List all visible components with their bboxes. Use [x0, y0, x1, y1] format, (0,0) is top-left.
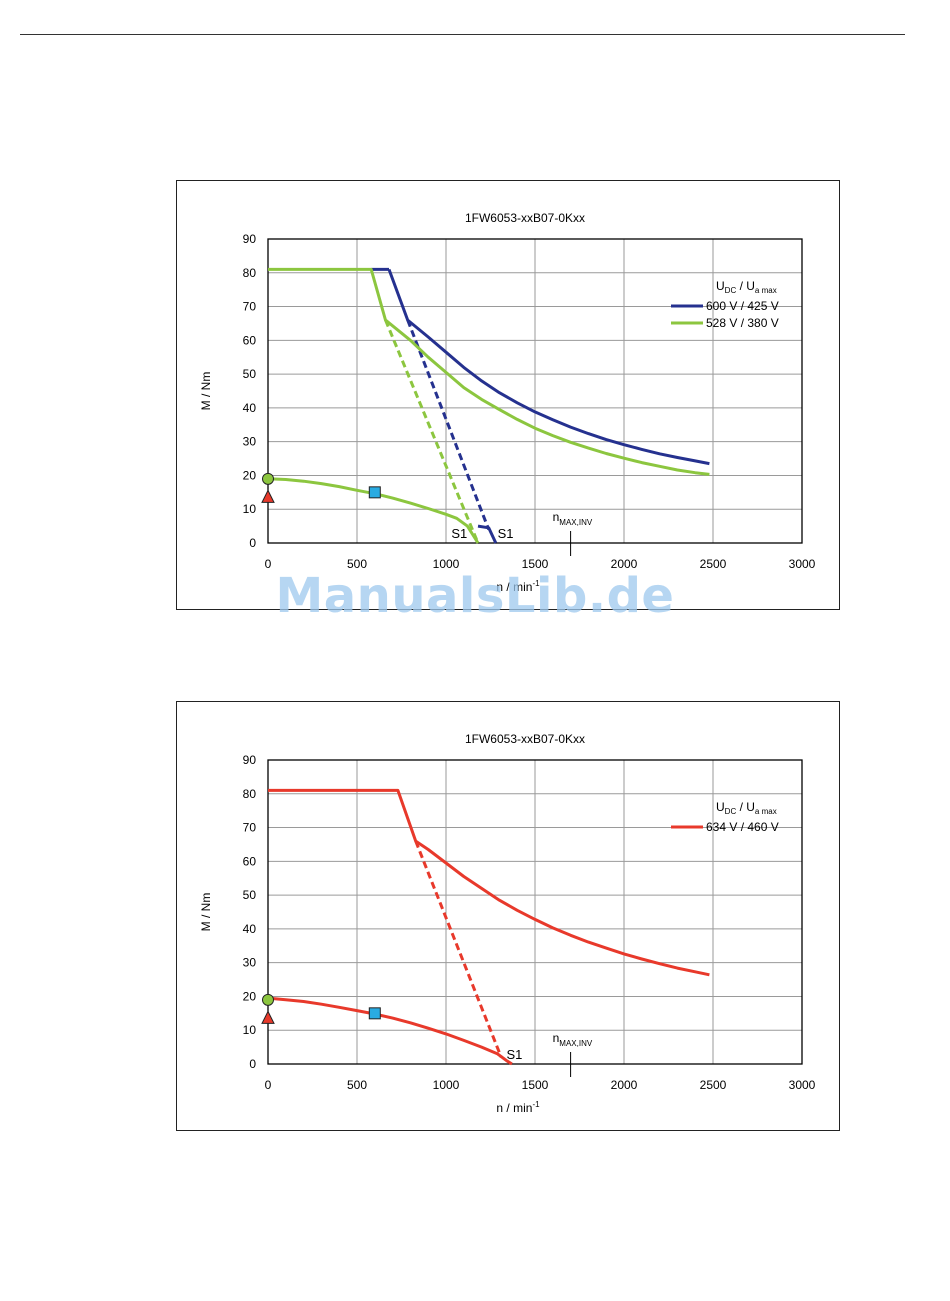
- series-0-line-3: [477, 524, 498, 544]
- annotation-s1-0: S1: [451, 526, 467, 541]
- series-0-line-0: [268, 788, 710, 977]
- chart1-plot-frame: [267, 238, 803, 544]
- y-tick-label-30: 30: [243, 435, 257, 449]
- nmax-inv-label: nMAX,INV: [553, 1031, 593, 1048]
- x-tick-label-1000: 1000: [433, 1078, 460, 1092]
- nmax-inv-label: nMAX,INV: [553, 510, 593, 527]
- series-1-line-2: [267, 477, 480, 544]
- marker-triangle: [261, 1010, 275, 1024]
- x-tick-label-500: 500: [347, 557, 367, 571]
- x-tick-label-3000: 3000: [789, 1078, 816, 1092]
- torque-speed-chart-2: 1FW6053-xxB07-0Kxx 0 10 20 30 40 50 60 70 80 90 0 50…: [176, 701, 840, 1131]
- x-tick-label-3000: 3000: [789, 557, 816, 571]
- y-tick-label-90: 90: [243, 232, 257, 246]
- nmax-inv-label-subscript: MAX,INV: [559, 1039, 593, 1048]
- chart2-title: 1FW6053-xxB07-0Kxx: [465, 732, 585, 746]
- chart2-plot-frame: [267, 759, 803, 1065]
- series-0-line-2-dashed: [406, 319, 491, 531]
- y-tick-label-80: 80: [243, 266, 257, 280]
- y-tick-label-10: 10: [243, 502, 257, 516]
- legend-header-part-1: DC: [725, 286, 737, 295]
- legend-header-part-0: U: [716, 800, 725, 814]
- marker-circle: [262, 472, 274, 485]
- y-tick-label-60: 60: [243, 854, 257, 868]
- legend-header-part-4: a max: [755, 807, 777, 816]
- series-0: [371, 267, 710, 544]
- x-axis-label-exponent: -1: [532, 1100, 540, 1109]
- chart1-title: 1FW6053-xxB07-0Kxx: [465, 211, 585, 225]
- torque-speed-chart-1: 1FW6053-xxB07-0Kxx 0 10 20 30 40 50 60 70 80 90 0 50…: [176, 180, 840, 610]
- legend-header: UDC / Ua max: [716, 800, 777, 816]
- top-rule: [20, 34, 905, 35]
- x-axis-label-exponent: -1: [532, 579, 540, 588]
- series-0-line-2: [267, 996, 513, 1066]
- annotation-s1-0: S1: [507, 1047, 523, 1062]
- x-tick-label-0: 0: [265, 557, 272, 571]
- legend-header-part-2: /: [736, 279, 746, 293]
- y-tick-label-10: 10: [243, 1023, 257, 1037]
- x-tick-label-2500: 2500: [700, 557, 727, 571]
- legend-header: UDC / Ua max: [716, 279, 777, 295]
- y-tick-label-50: 50: [243, 367, 257, 381]
- y-tick-label-0: 0: [249, 1057, 256, 1071]
- marker-square: [368, 486, 381, 499]
- legend-header-part-2: /: [736, 800, 746, 814]
- x-tick-label-2500: 2500: [700, 1078, 727, 1092]
- x-tick-label-1500: 1500: [522, 557, 549, 571]
- y-axis-label: M / Nm: [199, 893, 213, 932]
- y-tick-label-30: 30: [243, 956, 257, 970]
- legend-header-part-0: U: [716, 279, 725, 293]
- y-tick-label-20: 20: [243, 468, 257, 482]
- legend-header-part-3: U: [746, 800, 755, 814]
- legend-label-0: 600 V / 425 V: [706, 299, 779, 313]
- series-1-line-0: [268, 267, 710, 476]
- x-tick-label-2000: 2000: [611, 1078, 638, 1092]
- x-axis-label: n / min-1: [496, 579, 540, 594]
- x-tick-label-0: 0: [265, 1078, 272, 1092]
- y-tick-label-20: 20: [243, 989, 257, 1003]
- x-tick-label-1500: 1500: [522, 1078, 549, 1092]
- x-tick-label-2000: 2000: [611, 557, 638, 571]
- x-tick-label-500: 500: [347, 1078, 367, 1092]
- x-tick-label-1000: 1000: [433, 557, 460, 571]
- y-axis-label: M / Nm: [199, 372, 213, 411]
- legend-label-1: 528 V / 380 V: [706, 316, 779, 330]
- y-tick-label-50: 50: [243, 888, 257, 902]
- chart-svg-1: 1FW6053-xxB07-0Kxx 0 10 20 30 40 50 60 70 80 90 0 50…: [199, 211, 816, 594]
- y-tick-label-70: 70: [243, 821, 257, 835]
- marker-square: [368, 1007, 381, 1020]
- annotation-s1-1: S1: [498, 526, 514, 541]
- y-tick-label-80: 80: [243, 787, 257, 801]
- marker-circle: [262, 993, 274, 1006]
- y-tick-label-40: 40: [243, 401, 257, 415]
- legend-label-0: 634 V / 460 V: [706, 820, 779, 834]
- y-tick-label-60: 60: [243, 333, 257, 347]
- x-axis-label: n / min-1: [496, 1100, 540, 1115]
- series-0: [267, 788, 710, 1066]
- y-tick-label-40: 40: [243, 922, 257, 936]
- legend-header-part-3: U: [746, 279, 755, 293]
- series-1-line-1-dashed: [384, 319, 480, 544]
- legend-header-part-1: DC: [725, 807, 737, 816]
- series-0-line-0: [387, 268, 710, 466]
- legend-header-part-4: a max: [755, 286, 777, 295]
- chart-svg-2: 1FW6053-xxB07-0Kxx 0 10 20 30 40 50 60 70 80 90 0 50…: [199, 732, 816, 1115]
- series-1: [267, 267, 710, 544]
- marker-triangle: [261, 489, 275, 503]
- nmax-inv-label-subscript: MAX,INV: [559, 518, 593, 527]
- y-tick-label-70: 70: [243, 300, 257, 314]
- series-0-line-1-dashed: [414, 840, 503, 1058]
- y-tick-label-0: 0: [249, 536, 256, 550]
- y-tick-label-90: 90: [243, 753, 257, 767]
